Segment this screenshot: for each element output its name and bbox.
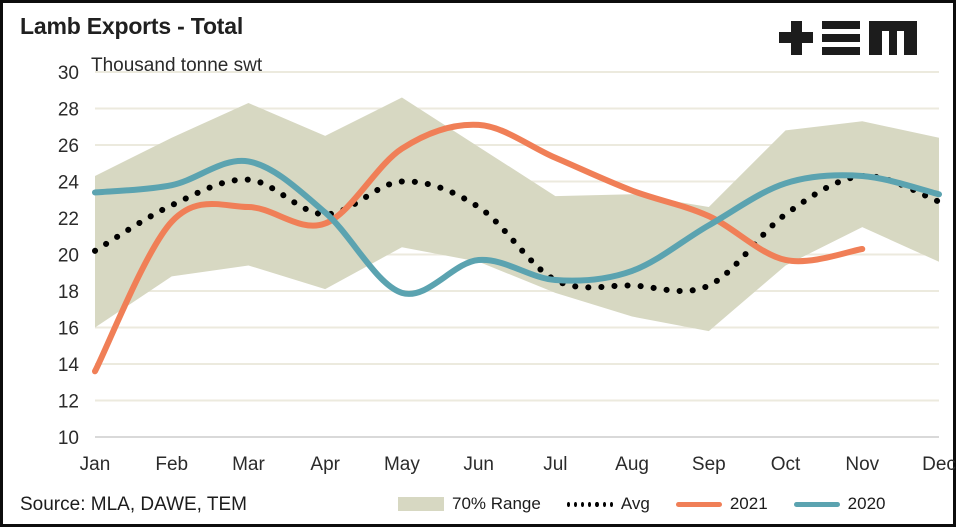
legend-label-range: 70% Range [452,494,541,513]
x-axis-tick: Jul [543,454,567,475]
y-axis-tick: 14 [58,355,80,376]
y-axis-tick: 24 [58,173,80,194]
x-axis-tick: Jan [80,454,111,475]
avg-swatch [566,501,613,507]
source-note: Source: MLA, DAWE, TEM [20,494,247,515]
y-axis-tick: 28 [58,100,79,121]
legend-item-2020[interactable]: 2020 [793,494,886,514]
legend-item-avg[interactable]: Avg [566,494,650,514]
page-title: Lamb Exports - Total [20,13,244,39]
x-axis-tick: Feb [155,454,188,475]
y-axis-tick: 26 [58,136,79,157]
y-axis-tick: 20 [58,246,79,267]
chart-subtitle: Thousand tonne swt [91,55,263,76]
y-axis-tick: 16 [58,319,79,340]
series-2020-swatch [793,501,840,507]
y-axis-tick: 22 [58,209,79,230]
x-axis-tick: Apr [310,454,340,475]
legend-item-2021[interactable]: 2021 [675,494,768,514]
range-swatch [398,497,444,511]
line-chart: 10 12 14 16 18 20 22 24 26 28 30 Jan Feb Mar Apr May Jun… [58,63,956,475]
legend-label-2020: 2020 [847,494,886,513]
chart-legend: 70% Range Avg 2021 2020 [398,494,886,514]
x-axis-tick: Mar [232,454,265,475]
x-axis-tick: Dec [922,454,956,475]
y-axis-tick: 12 [58,392,79,413]
legend-label-2021: 2021 [729,494,768,513]
x-axis-tick: Jun [463,454,494,475]
tem-logo [779,21,917,55]
letter-m-icon [869,21,917,55]
x-axis-tick: Aug [615,454,649,475]
x-axis-tick: Oct [771,454,801,475]
y-axis-tick: 30 [58,63,79,84]
x-axis-tick: May [384,454,420,475]
y-axis-tick: 10 [58,428,79,449]
plus-icon [779,21,813,55]
series-line-2020 [92,157,942,297]
x-axis-tick: Nov [845,454,879,475]
equals-icon [822,21,860,55]
legend-item-range[interactable]: 70% Range [398,494,541,514]
series-2021-swatch [675,501,722,507]
legend-label-avg: Avg [620,494,650,513]
range-band-area [95,97,939,332]
x-axis-tick: Sep [692,454,726,475]
y-axis-tick: 18 [58,282,79,303]
series-line-avg [92,173,942,294]
